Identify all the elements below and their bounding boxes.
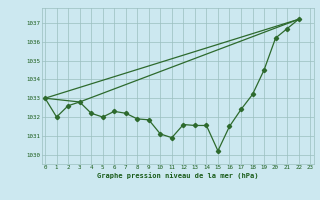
X-axis label: Graphe pression niveau de la mer (hPa): Graphe pression niveau de la mer (hPa) bbox=[97, 172, 258, 179]
